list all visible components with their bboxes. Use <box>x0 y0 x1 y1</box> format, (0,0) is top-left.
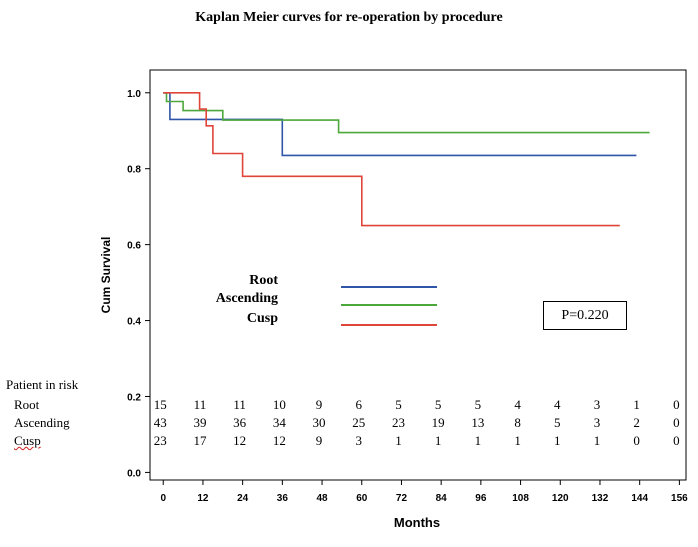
x-tick-label: 0 <box>160 493 166 504</box>
x-tick-label: 12 <box>197 493 209 504</box>
risk-value-ascending: 13 <box>471 415 485 430</box>
y-tick-label: 0.8 <box>127 165 141 176</box>
risk-value-ascending: 43 <box>153 415 167 430</box>
x-tick-label: 144 <box>631 493 648 504</box>
p-value-annotation: P=0.220 <box>543 301 627 330</box>
y-tick-label: 1.0 <box>127 89 141 100</box>
risk-value-cusp: 0 <box>633 433 640 448</box>
x-axis: 0 12 24 36 48 60 72 84 96 108 120 132 144 156 <box>160 480 688 504</box>
risk-value-root: 4 <box>514 397 521 412</box>
legend-label-cusp: Cusp <box>247 311 278 326</box>
risk-row-label-root: Root <box>14 397 40 412</box>
y-axis-label: Cum Survival <box>99 237 113 314</box>
risk-value-root: 9 <box>315 397 323 412</box>
risk-value-root: 4 <box>554 397 561 412</box>
x-tick-label: 48 <box>316 493 328 504</box>
risk-value-ascending: 8 <box>514 415 521 430</box>
chart-title: Kaplan Meier curves for re-operation by … <box>195 10 503 25</box>
risk-value-cusp: 12 <box>272 433 286 448</box>
risk-value-root: 10 <box>272 397 286 412</box>
risk-value-ascending: 30 <box>312 415 326 430</box>
risk-value-cusp: 1 <box>593 433 601 448</box>
risk-value-ascending: 0 <box>673 415 680 430</box>
risk-value-root: 11 <box>193 397 207 412</box>
risk-row-label-cusp: Cusp <box>14 433 41 448</box>
legend: Root Ascending Cusp <box>216 273 437 326</box>
x-tick-label: 156 <box>671 493 688 504</box>
y-tick-label: 0.4 <box>127 317 141 328</box>
x-axis-label: Months <box>394 515 440 530</box>
risk-row-label-ascending: Ascending <box>14 415 70 430</box>
risk-value-cusp: 1 <box>514 433 521 448</box>
risk-value-root: 5 <box>434 397 442 412</box>
risk-value-ascending: 39 <box>193 415 207 430</box>
legend-label-root: Root <box>249 273 278 288</box>
risk-value-ascending: 2 <box>633 415 640 430</box>
x-tick-label: 96 <box>475 493 487 504</box>
risk-value-ascending: 34 <box>272 415 286 430</box>
y-tick-label: 0.0 <box>127 468 141 479</box>
risk-value-cusp: 3 <box>355 433 363 448</box>
risk-value-cusp: 0 <box>673 433 680 448</box>
y-axis: 0.0 0.2 0.4 0.6 0.8 1.0 <box>127 89 150 479</box>
risk-value-root: 5 <box>395 397 402 412</box>
x-tick-label: 108 <box>512 493 529 504</box>
risk-value-cusp: 23 <box>153 433 167 448</box>
risk-value-cusp: 9 <box>315 433 323 448</box>
risk-value-ascending: 19 <box>431 415 445 430</box>
x-tick-label: 24 <box>237 493 249 504</box>
risk-value-root: 3 <box>593 397 601 412</box>
risk-value-root: 15 <box>153 397 167 412</box>
series-line-ascending <box>163 92 650 134</box>
risk-value-cusp: 1 <box>395 433 402 448</box>
series-line-root <box>163 92 637 157</box>
x-tick-label: 84 <box>436 493 448 504</box>
risk-value-root: 11 <box>233 397 246 412</box>
risk-value-root: 6 <box>355 397 363 412</box>
legend-label-ascending: Ascending <box>216 291 278 306</box>
risk-value-root: 0 <box>673 397 680 412</box>
x-tick-label: 120 <box>552 493 569 504</box>
series-line-cusp <box>163 92 620 227</box>
risk-value-ascending: 5 <box>554 415 561 430</box>
risk-value-cusp: 17 <box>193 433 207 448</box>
x-tick-label: 132 <box>592 493 609 504</box>
risk-value-ascending: 23 <box>391 415 405 430</box>
risk-value-root: 1 <box>633 397 640 412</box>
y-tick-label: 0.6 <box>127 241 141 252</box>
plot-frame <box>149 69 687 481</box>
risk-table-title: Patient in risk <box>6 377 79 392</box>
x-tick-label: 72 <box>396 493 408 504</box>
risk-value-ascending: 25 <box>352 415 366 430</box>
risk-value-ascending: 36 <box>233 415 247 430</box>
x-tick-label: 36 <box>277 493 289 504</box>
risk-value-root: 5 <box>474 397 482 412</box>
risk-value-cusp: 1 <box>554 433 561 448</box>
survival-curves <box>163 92 650 227</box>
risk-value-cusp: 12 <box>233 433 247 448</box>
risk-value-cusp: 1 <box>474 433 482 448</box>
y-tick-label: 0.2 <box>127 392 141 403</box>
risk-value-ascending: 3 <box>593 415 601 430</box>
x-tick-label: 60 <box>356 493 368 504</box>
risk-value-cusp: 1 <box>434 433 442 448</box>
